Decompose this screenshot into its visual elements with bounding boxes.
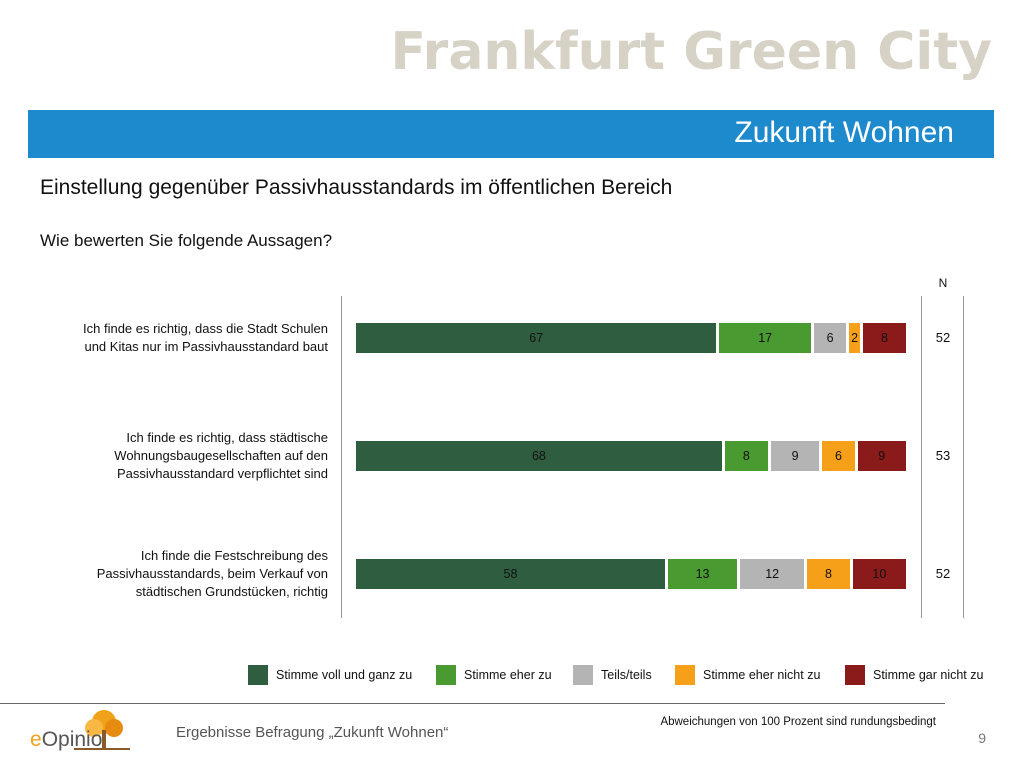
legend-item: Stimme voll und ganz zu [248,665,412,685]
n-value: 53 [935,448,951,463]
bar-segment: 8 [724,441,768,471]
legend-swatch [845,665,865,685]
bar-value-label: 9 [791,449,799,463]
legend-swatch [573,665,593,685]
category-label-line: Ich finde es richtig, dass städtische [126,430,328,445]
category-label-line: Wohnungsbaugesellschaften auf den [114,448,328,463]
legend-item: Stimme eher nicht zu [675,665,820,685]
bar-segment: 8 [807,559,850,589]
n-column-left-line [921,296,922,618]
bar-value-label: 12 [765,567,780,581]
category-label-line: und Kitas nur im Passivhausstandard baut [84,339,328,354]
brand-title: Frankfurt Green City [390,22,992,82]
footer-divider [0,703,945,704]
bar-segment: 9 [857,441,906,471]
n-value: 52 [935,330,951,345]
bar-value-label: 13 [695,567,710,581]
category-label-line: Passivhausstandards, beim Verkauf von [96,566,328,581]
bar-segment: 8 [862,323,906,353]
bar-value-label: 9 [878,449,886,463]
n-column-right-line [963,296,964,618]
bar-segment: 67 [356,323,717,353]
bar-value-label: 67 [529,331,544,345]
bar-value-label: 58 [503,567,518,581]
bar-value-label: 6 [826,331,834,345]
legend-label: Teils/teils [601,668,652,682]
legend-item: Stimme eher zu [436,665,552,685]
legend-label: Stimme eher nicht zu [703,668,821,682]
bar-segment: 17 [719,323,811,353]
bar-segment: 10 [852,559,906,589]
legend-swatch [675,665,695,685]
bar-value-label: 17 [758,331,773,345]
footer-title: Ergebnisse Befragung „Zukunft Wohnen“ [176,724,449,741]
bar-segment: 13 [667,559,738,589]
n-column-header: N [938,276,948,290]
bar-value-label: 8 [880,331,888,345]
bar-segment: 6 [813,323,847,353]
category-label-line: Passivhausstandard verpflichtet sind [116,466,328,481]
bar-value-label: 6 [834,449,842,463]
bar-value-label: 2 [851,331,859,345]
category-label: Ich finde es richtig, dass die Stadt Sch… [28,320,328,356]
legend-label: Stimme eher zu [464,668,552,682]
logo-text: eOpinio [30,728,103,751]
page-number: 9 [978,730,986,746]
question-text: Wie bewerten Sie folgende Aussagen? [40,231,333,250]
bar-segment: 68 [356,441,722,471]
legend-label: Stimme voll und ganz zu [276,668,413,682]
category-label-line: Ich finde die Festschreibung des [140,548,328,563]
n-value: 52 [935,566,951,581]
legend-label: Stimme gar nicht zu [873,668,984,682]
category-label: Ich finde es richtig, dass städtische Woh… [28,429,328,483]
bar-value-label: 68 [531,449,546,463]
legend-swatch [436,665,456,685]
bar-value-label: 10 [872,567,887,581]
section-banner: Zukunft Wohnen [28,110,994,158]
bar-segment: 9 [770,441,820,471]
category-label-line: Ich finde es richtig, dass die Stadt Sch… [83,321,328,336]
rounding-note: Abweichungen von 100 Prozent sind rundun… [660,716,936,728]
bar-segment: 58 [356,559,665,589]
banner-title: Zukunft Wohnen [734,116,954,149]
legend-swatch [248,665,268,685]
page-heading: Einstellung gegenüber Passivhausstandard… [40,176,673,199]
bar-value-label: 8 [742,449,750,463]
bar-segment: 6 [822,441,855,471]
bar-segment: 2 [849,323,860,353]
bar-value-label: 8 [824,567,832,581]
legend-item: Stimme gar nicht zu [845,665,983,685]
category-label: Ich finde die Festschreibung des Passivha… [28,547,328,601]
legend-item: Teils/teils [573,665,652,685]
bar-segment: 12 [740,559,805,589]
category-label-line: städtischen Grundstücken, richtig [135,584,328,599]
tree-logo-icon [74,710,130,750]
chart-axis-line [341,296,342,618]
